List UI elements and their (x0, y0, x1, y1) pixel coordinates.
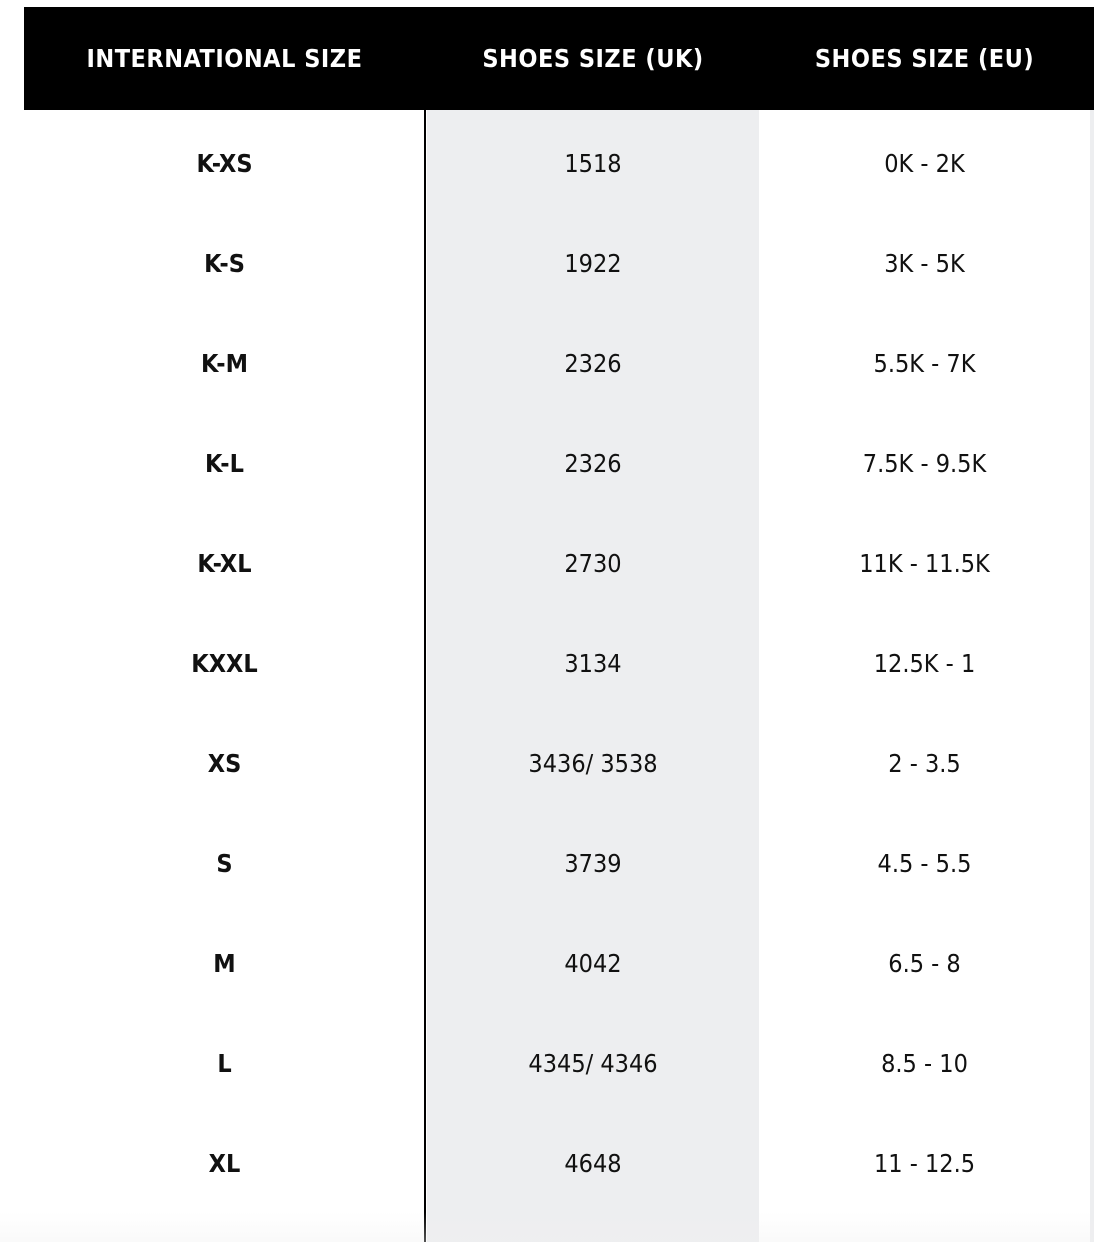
header-shoes-size-uk: SHOES SIZE (UK) (482, 44, 704, 73)
header-shoes-size-eu: SHOES SIZE (EU) (814, 44, 1035, 73)
eu-size-cell: 3K - 5K (884, 248, 965, 278)
uk-size-cell: 1518 (427, 113, 759, 213)
table-row: K-L 2326 7.5K - 9.5K (0, 413, 1094, 513)
eu-size-cell: 5.5K - 7K (873, 348, 976, 378)
eu-size-cell: 11K - 11.5K (859, 548, 990, 578)
uk-size-cell: 4042 (427, 913, 759, 1013)
uk-size-cell: 4345/ 4346 (427, 1013, 759, 1113)
international-size-cell: XL (208, 1148, 241, 1178)
table-row: M 4042 6.5 - 8 (0, 913, 1094, 1013)
international-size-cell: K-XL (197, 548, 252, 578)
uk-size-cell: 1922 (427, 213, 759, 313)
eu-size-cell: 2 - 3.5 (888, 748, 961, 778)
table-row: XL 4648 11 - 12.5 (0, 1113, 1094, 1213)
table-row: XS 3436/ 3538 2 - 3.5 (0, 713, 1094, 813)
uk-size-cell: 3134 (427, 613, 759, 713)
eu-size-cell: 0K - 2K (884, 148, 965, 178)
uk-size-cell: 3739 (427, 813, 759, 913)
uk-size-cell: 2326 (427, 313, 759, 413)
international-size-cell: XS (207, 748, 242, 778)
international-size-cell: S (216, 848, 233, 878)
table-row: S 3739 4.5 - 5.5 (0, 813, 1094, 913)
eu-size-cell: 12.5K - 1 (873, 648, 976, 678)
eu-size-cell: 8.5 - 10 (881, 1048, 968, 1078)
table-row: K-M 2326 5.5K - 7K (0, 313, 1094, 413)
international-size-cell: KXXL (191, 648, 258, 678)
eu-size-cell: 7.5K - 9.5K (862, 448, 987, 478)
table-header: INTERNATIONAL SIZE SHOES SIZE (UK) SHOES… (24, 7, 1094, 110)
eu-size-cell: 11 - 12.5 (873, 1148, 976, 1178)
international-size-cell: K-S (204, 248, 245, 278)
international-size-cell: K-XS (196, 148, 253, 178)
table-body: K-XS 1518 0K - 2K K-S 1922 3K - 5K K-M 2326 5.5K… (0, 113, 1094, 1213)
eu-size-cell: 6.5 - 8 (888, 948, 961, 978)
right-edge (1090, 110, 1094, 1242)
uk-size-cell: 2326 (427, 413, 759, 513)
table-row: K-S 1922 3K - 5K (0, 213, 1094, 313)
uk-size-cell: 4648 (427, 1113, 759, 1213)
international-size-cell: M (213, 948, 236, 978)
international-size-cell: K-M (201, 348, 248, 378)
table-row: K-XL 2730 11K - 11.5K (0, 513, 1094, 613)
uk-size-cell: 2730 (427, 513, 759, 613)
header-international-size: INTERNATIONAL SIZE (86, 44, 363, 73)
eu-size-cell: 4.5 - 5.5 (877, 848, 972, 878)
column-divider (424, 110, 426, 1242)
table-row: L 4345/ 4346 8.5 - 10 (0, 1013, 1094, 1113)
table-row: K-XS 1518 0K - 2K (0, 113, 1094, 213)
table-row: KXXL 3134 12.5K - 1 (0, 613, 1094, 713)
international-size-cell: K-L (205, 448, 244, 478)
international-size-cell: L (217, 1048, 232, 1078)
uk-size-cell: 3436/ 3538 (427, 713, 759, 813)
